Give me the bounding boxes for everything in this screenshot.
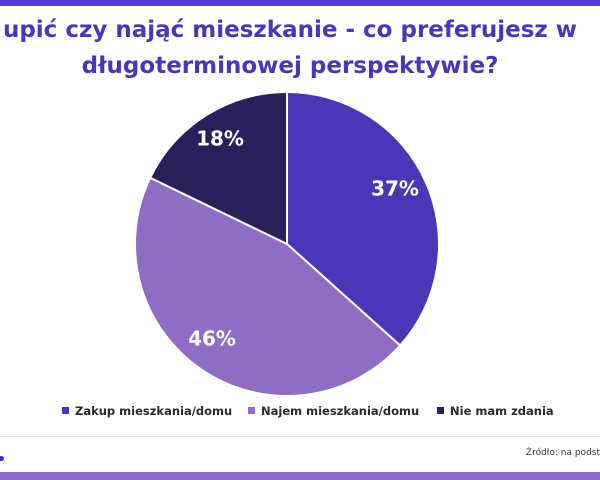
legend-item-zakup: Zakup mieszkania/domu: [62, 404, 232, 418]
chart-title: upić czy nająć mieszkanie - co preferuje…: [0, 12, 600, 84]
legend-label-brak: Nie mam zdania: [450, 404, 554, 418]
legend-swatch-najem: [248, 407, 255, 414]
pie-slice-brak: [148, 90, 288, 246]
legend-item-brak: Nie mam zdania: [437, 404, 554, 418]
slice-label-zakup: 37%: [371, 177, 419, 201]
pie-slice-najem: [134, 176, 402, 397]
source-note: Źródło: na podst: [525, 448, 600, 458]
chart-title-line-1: upić czy nająć mieszkanie - co preferuje…: [2, 17, 578, 43]
slice-label-brak: 18%: [196, 127, 244, 151]
bottom-accent-bar: [0, 472, 600, 480]
chart-legend: Zakup mieszkania/domu Najem mieszkania/d…: [0, 404, 600, 420]
pie-slice-zakup: [286, 90, 440, 347]
top-accent-bar: [0, 0, 600, 6]
logo-dot-icon: [0, 456, 4, 461]
slice-label-najem: 46%: [188, 327, 236, 351]
chart-title-line-2: długoterminowej perspektywie?: [81, 53, 499, 79]
legend-item-najem: Najem mieszkania/domu: [248, 404, 419, 418]
legend-label-zakup: Zakup mieszkania/domu: [75, 404, 233, 418]
legend-swatch-zakup: [62, 407, 69, 414]
legend-swatch-brak: [437, 407, 444, 414]
footer-divider: [0, 436, 600, 437]
legend-label-najem: Najem mieszkania/domu: [261, 404, 420, 418]
